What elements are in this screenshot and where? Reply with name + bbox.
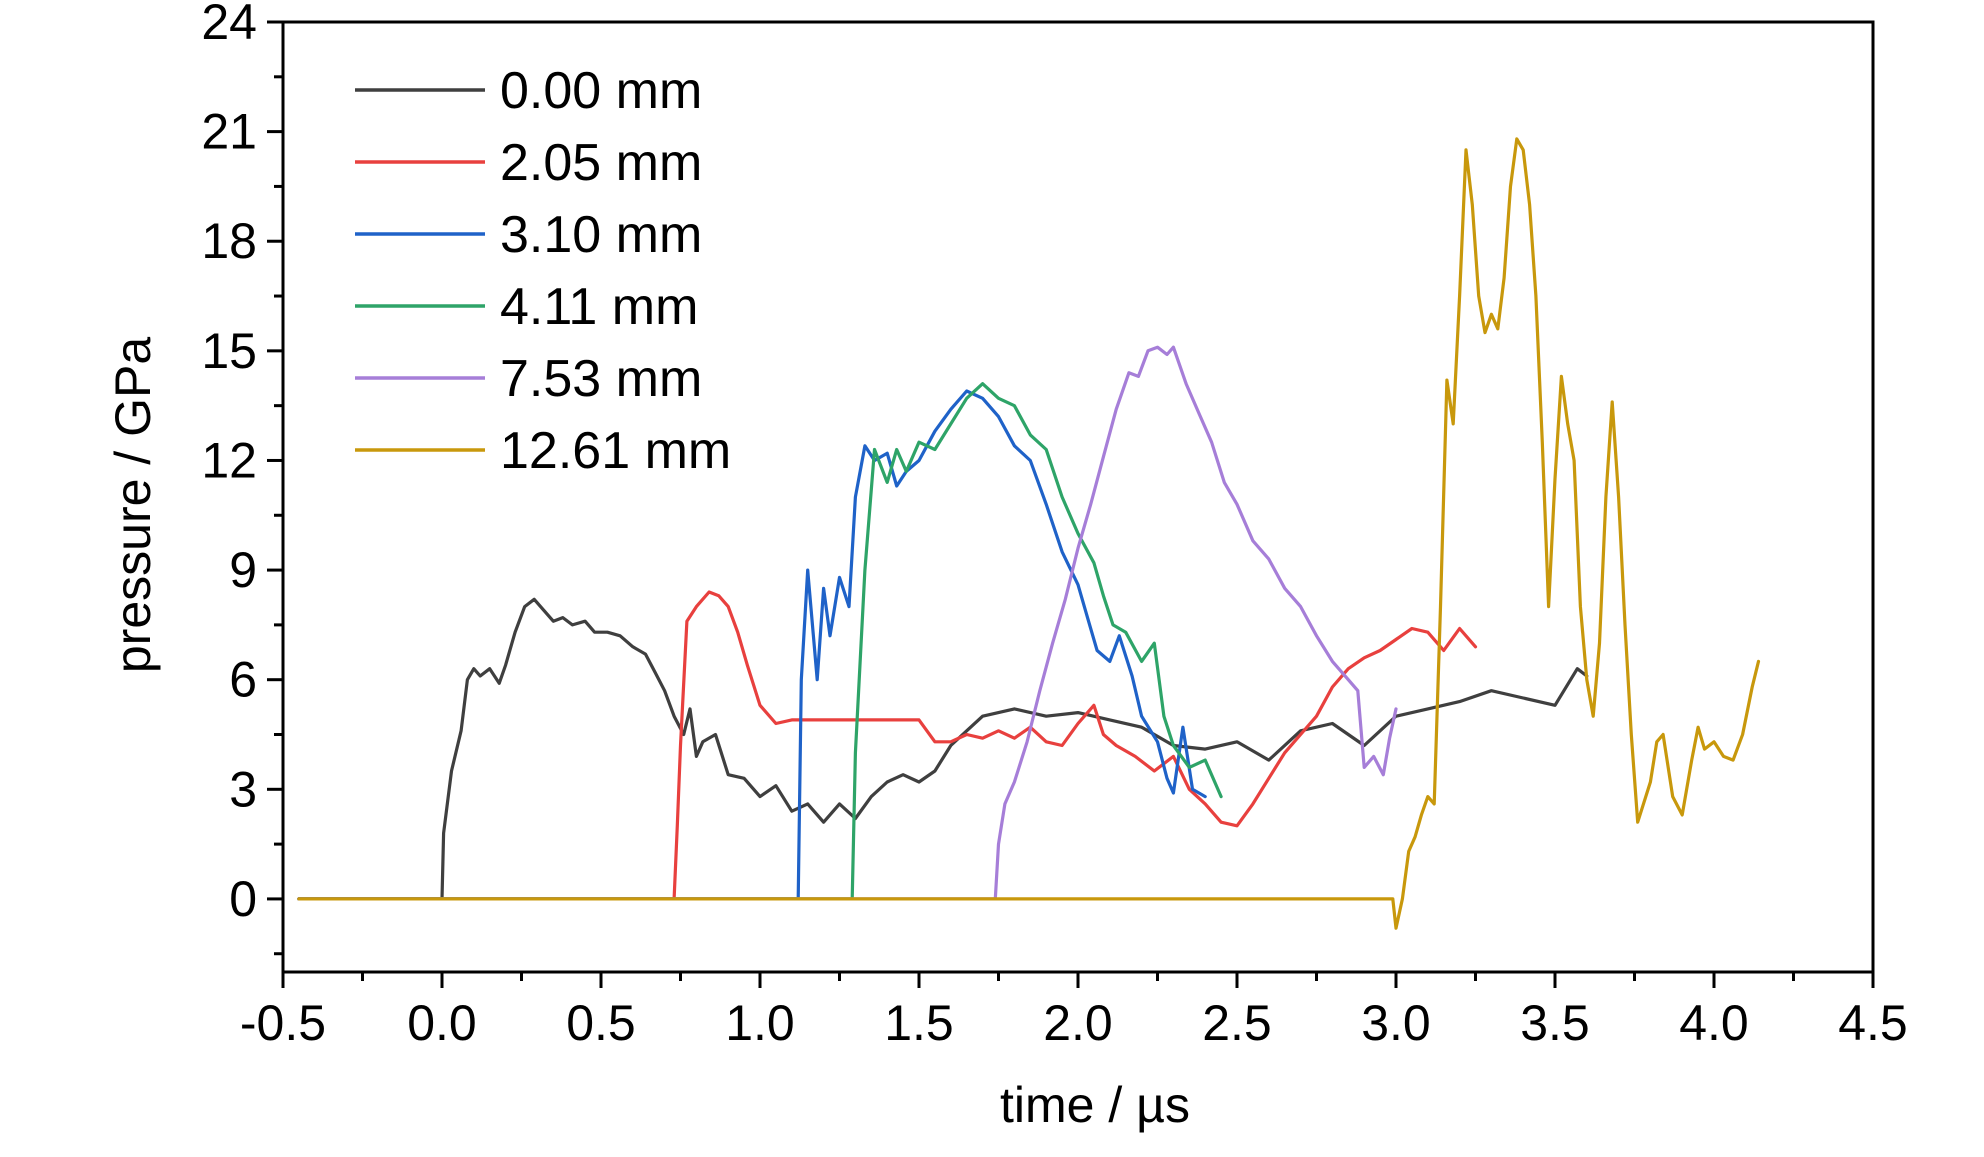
y-axis-label: pressure / GPa <box>105 337 161 673</box>
y-tick-label: 0 <box>229 871 257 927</box>
x-tick-label: 0.0 <box>407 995 477 1051</box>
y-tick-label: 3 <box>229 761 257 817</box>
series-line-2-05-mm <box>297 590 1478 901</box>
series-line-12-61-mm <box>297 137 1761 930</box>
series-line-0-00-mm <box>297 597 1589 901</box>
legend-label: 3.10 mm <box>500 206 702 264</box>
axes: -0.5 0.0 0.5 1.0 1.5 2.0 2.5 3.0 3.5 4.0 4.5 0 3 6 9 12… <box>201 0 1907 1051</box>
y-tick-label: 24 <box>201 0 257 50</box>
x-tick-label: 3.0 <box>1361 995 1431 1051</box>
x-tick-label: 4.0 <box>1679 995 1749 1051</box>
series-line-7-53-mm <box>297 345 1398 901</box>
x-tick-label: -0.5 <box>240 995 326 1051</box>
y-tick-label: 21 <box>201 104 257 160</box>
legend-label: 12.61 mm <box>500 422 731 480</box>
x-tick-label: 3.5 <box>1520 995 1590 1051</box>
y-tick-label: 18 <box>201 213 257 269</box>
x-tick-label: 1.0 <box>725 995 795 1051</box>
x-tick-label: 4.5 <box>1838 995 1908 1051</box>
y-tick-label: 15 <box>201 323 257 379</box>
y-tick-label: 6 <box>229 652 257 708</box>
x-tick-label: 2.5 <box>1202 995 1272 1051</box>
x-axis-label: time / µs <box>1000 1077 1190 1133</box>
series-line-3-10-mm <box>297 389 1207 901</box>
y-tick-label: 9 <box>229 542 257 598</box>
legend-label: 7.53 mm <box>500 350 702 408</box>
legend: 0.00 mm 2.05 mm 3.10 mm 4.11 mm 7.53 mm 12.61… <box>355 62 731 480</box>
x-tick-label: 2.0 <box>1043 995 1113 1051</box>
x-tick-label: 1.5 <box>884 995 954 1051</box>
legend-label: 4.11 mm <box>500 278 698 336</box>
plot-marks <box>297 137 1761 930</box>
series-line-4-11-mm <box>297 382 1223 901</box>
legend-label: 2.05 mm <box>500 134 702 192</box>
legend-label: 0.00 mm <box>500 62 702 120</box>
x-tick-label: 0.5 <box>566 995 636 1051</box>
y-tick-label: 12 <box>201 432 257 488</box>
